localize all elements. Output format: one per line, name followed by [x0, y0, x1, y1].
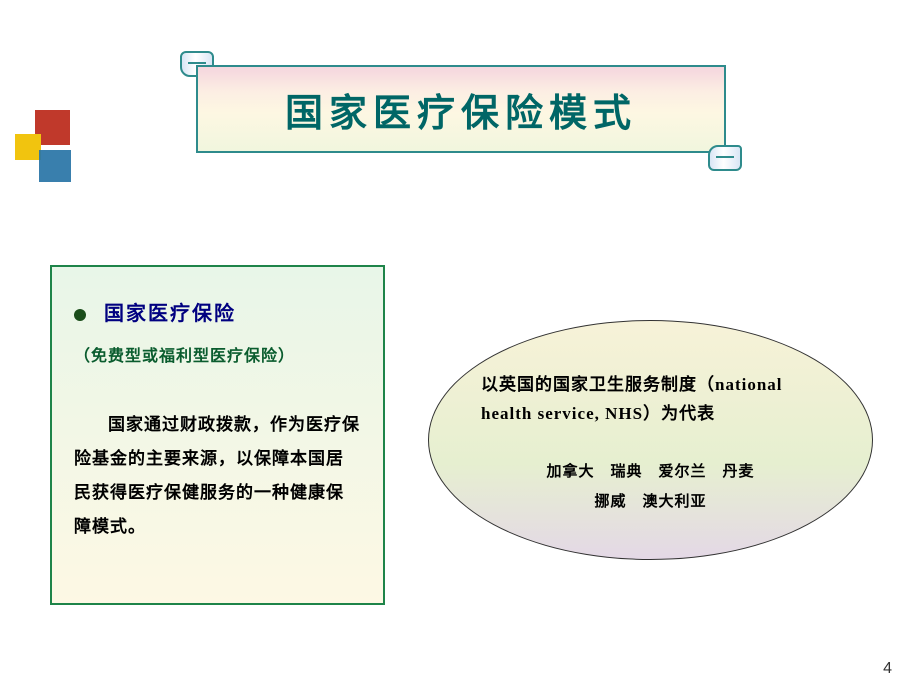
- definition-heading: 国家医疗保险: [104, 303, 236, 325]
- title-banner: 国家医疗保险模式: [196, 55, 726, 165]
- example-ellipse: 以英国的国家卫生服务制度（national health service, NH…: [428, 320, 873, 560]
- ellipse-countries: 加拿大 瑞典 爱尔兰 丹麦 挪威 澳大利亚: [477, 457, 824, 517]
- countries-line-1: 加拿大 瑞典 爱尔兰 丹麦: [477, 457, 824, 487]
- countries-line-2: 挪威 澳大利亚: [477, 487, 824, 517]
- definition-body: 国家通过财政拨款，作为医疗保险基金的主要来源，以保障本国居民获得医疗保健服务的一…: [74, 408, 361, 544]
- deco-square-blue: [39, 150, 71, 182]
- definition-box: 国家医疗保险 （免费型或福利型医疗保险） 国家通过财政拨款，作为医疗保险基金的主…: [50, 265, 385, 605]
- page-number: 4: [883, 660, 892, 678]
- definition-subtitle: （免费型或福利型医疗保险）: [74, 342, 361, 366]
- ellipse-lead-text: 以英国的国家卫生服务制度（national health service, NH…: [477, 371, 824, 429]
- decorative-squares: [15, 110, 85, 190]
- bullet-icon: [74, 309, 86, 321]
- definition-heading-row: 国家医疗保险: [74, 297, 361, 326]
- deco-square-yellow: [15, 134, 41, 160]
- scroll-curl-bottom-right: [708, 145, 742, 171]
- slide-title: 国家医疗保险模式: [285, 82, 637, 137]
- title-box: 国家医疗保险模式: [196, 65, 726, 153]
